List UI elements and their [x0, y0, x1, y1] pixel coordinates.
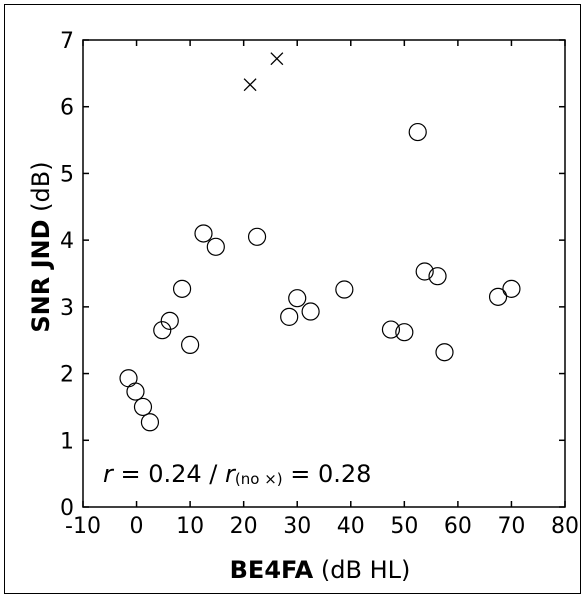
- data-point-circle: [435, 343, 454, 362]
- y-axis-title-bold: SNR JND: [27, 219, 55, 332]
- data-point-circle: [280, 307, 299, 326]
- data-point-circle: [408, 122, 427, 142]
- data-point-x: [270, 52, 284, 66]
- y-tick-label: 4: [60, 229, 74, 254]
- x-tick-label: 20: [230, 514, 258, 539]
- y-tick-label: 5: [60, 162, 74, 187]
- data-point-circle: [181, 335, 200, 354]
- y-tick-label: 1: [60, 429, 74, 454]
- data-point-circle: [502, 279, 521, 298]
- y-tick-label: 3: [60, 296, 74, 321]
- data-point-circle: [160, 311, 179, 330]
- data-point-circle: [206, 237, 225, 256]
- data-point-circle: [381, 320, 401, 339]
- figure-frame: [4, 4, 581, 594]
- y-tick-label: 7: [60, 29, 74, 54]
- x-tick-label: 10: [176, 514, 204, 539]
- data-point-circle: [172, 279, 192, 298]
- data-point-circle: [133, 397, 153, 417]
- r-symbol: r: [103, 460, 115, 488]
- x-tick-label: 60: [444, 514, 472, 539]
- r2-value: = 0.28: [283, 460, 372, 488]
- data-point-circle: [335, 280, 354, 299]
- data-points: [119, 52, 521, 432]
- data-point-circle: [428, 267, 447, 286]
- x-tick-label: 80: [551, 514, 579, 539]
- x-tick-label: 50: [390, 514, 418, 539]
- data-point-circle: [126, 382, 145, 401]
- x-tick-label: 70: [497, 514, 525, 539]
- r-value: = 0.24 /: [113, 460, 225, 488]
- x-axis-title-normal: (dB HL): [313, 556, 410, 584]
- data-point-circle: [194, 224, 213, 243]
- data-point-circle: [288, 289, 307, 308]
- x-tick-label: 0: [130, 514, 144, 539]
- data-point-circle: [488, 287, 508, 306]
- x-tick-label: 30: [283, 514, 311, 539]
- x-tick-label: 40: [337, 514, 365, 539]
- data-point-circle: [395, 323, 414, 342]
- data-point-circle: [415, 262, 434, 281]
- data-point-circle: [247, 227, 267, 246]
- data-point-circle: [140, 413, 160, 432]
- y-axis-title: SNR JND (dB): [27, 161, 55, 332]
- data-point-circle: [119, 369, 138, 388]
- plot-area: [82, 39, 566, 508]
- x-axis-title: BE4FA (dB HL): [230, 556, 411, 584]
- correlation-annotation: r = 0.24 / r(no ×) = 0.28: [103, 460, 371, 488]
- y-axis-title-normal: (dB): [27, 161, 55, 219]
- x-tick-label: -10: [65, 514, 101, 539]
- r2-subscript: (no ×): [235, 470, 283, 488]
- r2-symbol: r: [225, 460, 237, 488]
- data-point-circle: [153, 321, 172, 340]
- y-tick-label: 6: [60, 96, 74, 121]
- y-tick-label: 2: [60, 363, 74, 388]
- data-point-x: [243, 78, 257, 92]
- y-tick-label: 0: [60, 496, 74, 521]
- data-point-circle: [301, 302, 320, 321]
- x-axis-title-bold: BE4FA: [230, 556, 314, 584]
